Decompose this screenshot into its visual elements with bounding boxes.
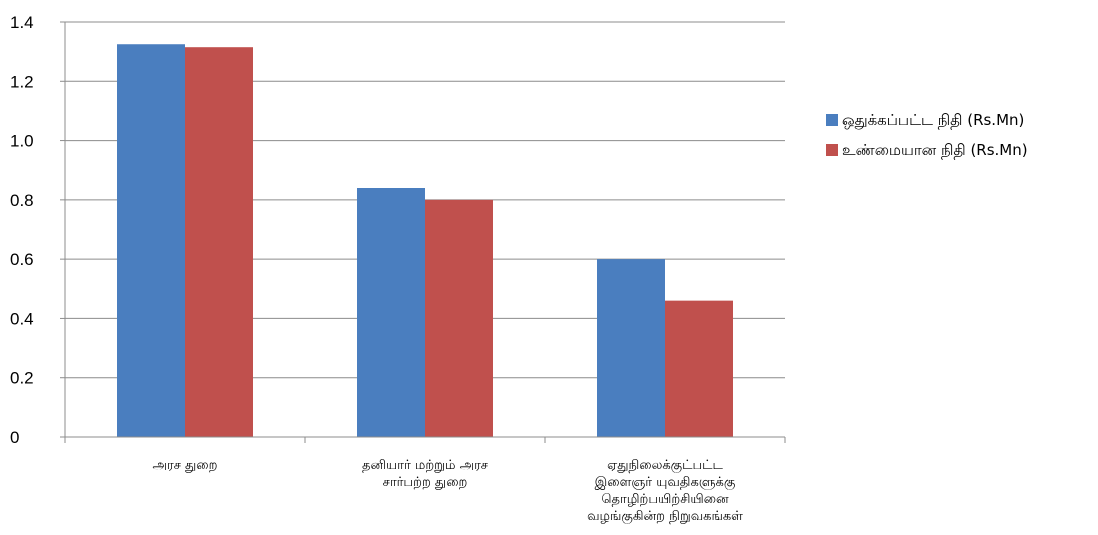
y-tick-label: 0.4 [10,309,34,328]
bar-actual-3 [665,300,733,437]
y-tick-label: 1.0 [10,132,34,151]
bar-allocated-2 [357,188,425,437]
y-tick-label: 0.6 [10,250,34,269]
x-category-label: வழங்குகின்ற நிறுவகங்கள் [587,509,743,524]
axes [64,22,786,443]
legend: ஒதுக்கப்பட்ட நிதி (Rs.Mn) உண்மையான நிதி (… [826,111,1028,159]
legend-swatch [826,114,838,126]
y-tick-label: 0.2 [10,369,34,388]
x-category-label: இளைஞர் யுவதிகளுக்கு [595,475,736,490]
x-category-label: அரச துறை [153,458,218,473]
x-axis-categories: அரச துறை தனியார் மற்றும் அரச சார்பற்ற துறை… [153,458,744,524]
legend-swatch [826,144,838,156]
x-category-label: சார்பற்ற துறை [383,475,468,490]
bars [117,44,733,437]
y-tick-label: 1.4 [10,13,34,32]
bar-actual-2 [425,199,493,437]
legend-label: உண்மையான நிதி (Rs.Mn) [842,141,1028,159]
y-tick-label: 0.8 [10,191,34,210]
x-category-label: தனியார் மற்றும் அரச [362,458,488,473]
x-category-label: ஏதுநிலைக்குட்பட்ட [607,458,723,473]
y-tick-label: 1.2 [10,72,34,91]
legend-label: ஒதுக்கப்பட்ட நிதி (Rs.Mn) [842,111,1024,129]
y-axis-ticks: 0 0.2 0.4 0.6 0.8 1.0 1.2 1.4 [10,13,65,447]
bar-allocated-1 [117,44,185,437]
bar-actual-1 [185,47,253,437]
x-category-label: தொழிற்பயிற்சியினை [601,492,729,507]
bar-allocated-3 [597,259,665,437]
y-tick-label: 0 [10,428,19,447]
